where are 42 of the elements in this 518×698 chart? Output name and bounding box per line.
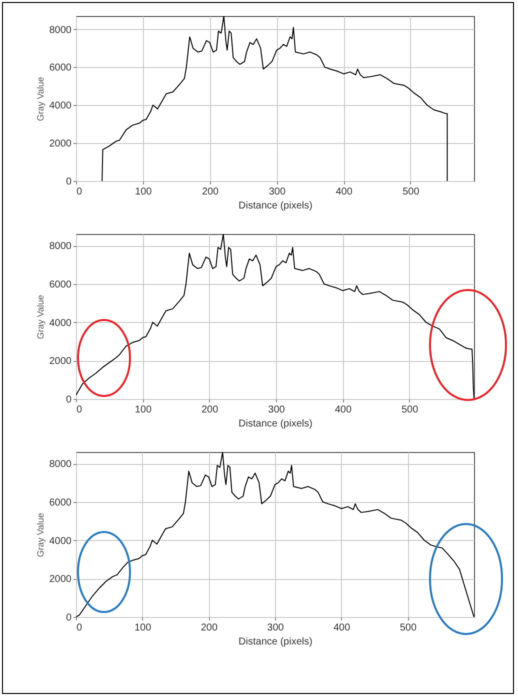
x-tick-label: 500: [400, 622, 417, 634]
x-tick-label: 300: [268, 404, 286, 416]
y-tick-label: 0: [66, 176, 72, 188]
x-tick-label: 0: [76, 186, 82, 198]
y-tick-label: 2000: [49, 574, 72, 586]
y-tick-label: 8000: [49, 459, 72, 470]
y-tick-label: 6000: [49, 279, 72, 290]
y-tick-label: 0: [66, 394, 72, 406]
x-tick-label: 100: [134, 404, 152, 416]
x-tick-label: 0: [76, 404, 82, 416]
x-tick-label: 300: [267, 622, 284, 634]
x-axis-title: Distance (pixels): [238, 200, 312, 212]
y-tick-label: 8000: [49, 241, 72, 252]
x-tick-label: 200: [201, 404, 219, 416]
y-tick-label: 4000: [49, 100, 72, 112]
y-tick-label: 2000: [49, 138, 72, 150]
y-axis-title: Gray Value: [35, 512, 46, 558]
y-tick-label: 4000: [49, 536, 72, 547]
x-tick-label: 200: [200, 622, 218, 634]
x-tick-label: 0: [76, 622, 82, 634]
x-tick-label: 300: [268, 186, 286, 198]
y-tick-label: 0: [66, 612, 72, 624]
y-tick-label: 8000: [49, 24, 72, 36]
x-axis-title: Distance (pixels): [238, 418, 312, 430]
line-series: [76, 452, 474, 617]
x-tick-label: 500: [402, 186, 420, 198]
line-series: [76, 234, 474, 399]
x-tick-label: 100: [135, 186, 152, 198]
y-axis-title: Gray Value: [35, 294, 46, 340]
y-tick-label: 2000: [49, 356, 72, 368]
x-tick-label: 100: [134, 622, 152, 634]
x-axis-title: Distance (pixels): [238, 636, 312, 648]
line-series: [102, 16, 448, 181]
y-axis-title: Gray Value: [35, 76, 46, 122]
x-tick-label: 200: [202, 186, 220, 198]
x-tick-label: 400: [334, 404, 352, 416]
y-tick-label: 4000: [49, 318, 72, 329]
x-tick-label: 400: [333, 622, 351, 634]
y-tick-label: 6000: [49, 62, 72, 74]
x-tick-label: 500: [401, 404, 419, 416]
y-tick-label: 6000: [49, 497, 72, 508]
x-tick-label: 400: [336, 186, 353, 198]
